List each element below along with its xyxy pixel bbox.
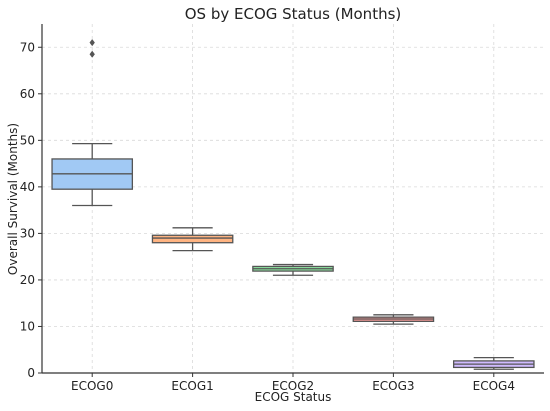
outlier-point-ECOG0-0 bbox=[89, 50, 95, 58]
box-ECOG1 bbox=[151, 227, 234, 252]
x-tick-label-ECOG1: ECOG1 bbox=[171, 379, 213, 393]
x-tick-label-ECOG0: ECOG0 bbox=[71, 379, 113, 393]
x-tick-label-ECOG4: ECOG4 bbox=[473, 379, 515, 393]
box-ECOG3 bbox=[352, 314, 435, 325]
x-axis-label: ECOG Status bbox=[255, 390, 332, 404]
box-ECOG0 bbox=[51, 38, 134, 207]
tick-layer: 0 10 20 30 40 50 60 70 ECOG0 ECOG1 ECOG2 ECOG3 ECOG4 bbox=[20, 40, 515, 393]
box-ECOG4 bbox=[452, 356, 535, 370]
outlier-point-ECOG0-1 bbox=[89, 38, 95, 47]
grid-layer bbox=[42, 24, 544, 374]
y-tick-label-10: 10 bbox=[20, 319, 35, 333]
box-body-ECOG1 bbox=[151, 234, 234, 244]
y-tick-label-30: 30 bbox=[20, 226, 35, 240]
y-tick-label-50: 50 bbox=[20, 133, 35, 147]
y-tick-label-20: 20 bbox=[20, 273, 35, 287]
x-tick-label-ECOG3: ECOG3 bbox=[372, 379, 414, 393]
y-tick-label-40: 40 bbox=[20, 180, 35, 194]
y-tick-label-60: 60 bbox=[20, 87, 35, 101]
chart-title: OS by ECOG Status (Months) bbox=[185, 5, 402, 23]
y-tick-label-0: 0 bbox=[27, 366, 35, 380]
box-layer bbox=[51, 38, 535, 370]
box-ECOG2 bbox=[252, 263, 334, 276]
y-axis-label: Overall Survival (Months) bbox=[6, 123, 20, 275]
y-tick-label-70: 70 bbox=[20, 40, 35, 54]
x-tick-label-ECOG2: ECOG2 bbox=[272, 379, 314, 393]
